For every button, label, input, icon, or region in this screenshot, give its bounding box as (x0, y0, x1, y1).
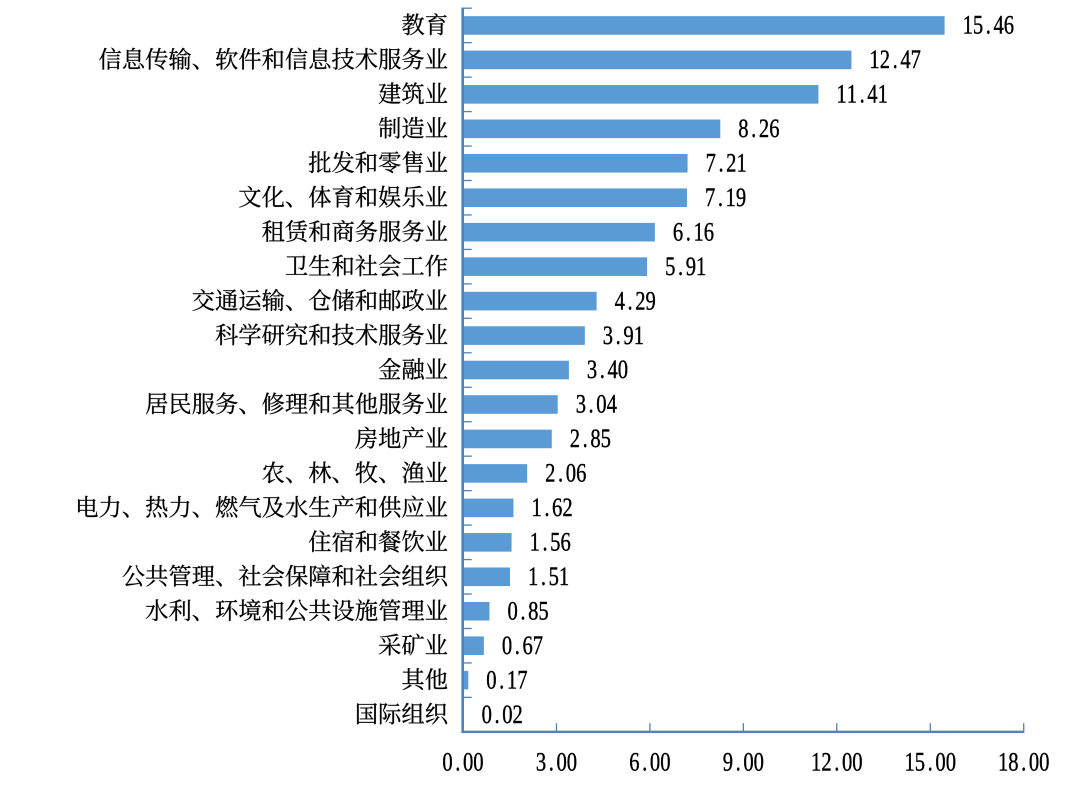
svg-text:4.29: 4.29 (615, 287, 656, 316)
svg-text:15.00: 15.00 (905, 748, 956, 777)
svg-text:11.41: 11.41 (836, 80, 887, 109)
svg-text:1.51: 1.51 (528, 563, 569, 592)
svg-text:1.56: 1.56 (530, 528, 571, 557)
svg-text:0.67: 0.67 (502, 632, 543, 661)
svg-text:12.47: 12.47 (869, 46, 921, 75)
svg-text:1.62: 1.62 (531, 494, 572, 523)
svg-text:7.21: 7.21 (706, 149, 747, 178)
svg-text:5.91: 5.91 (665, 253, 706, 282)
svg-text:3.00: 3.00 (536, 748, 577, 777)
svg-text:6.00: 6.00 (629, 748, 670, 777)
svg-text:18.00: 18.00 (998, 748, 1049, 777)
svg-text:15.46: 15.46 (963, 11, 1015, 40)
svg-text:3.04: 3.04 (576, 390, 617, 419)
svg-text:3.40: 3.40 (587, 356, 628, 385)
svg-text:0.02: 0.02 (482, 701, 523, 730)
svg-text:3.91: 3.91 (603, 321, 644, 350)
svg-text:6.16: 6.16 (673, 218, 714, 247)
svg-text:2.85: 2.85 (570, 425, 611, 454)
svg-text:12.00: 12.00 (811, 748, 862, 777)
svg-text:2.06: 2.06 (545, 459, 586, 488)
svg-text:0.17: 0.17 (486, 666, 527, 695)
svg-text:7.19: 7.19 (705, 184, 746, 213)
svg-text:9.00: 9.00 (723, 748, 764, 777)
svg-text:8.26: 8.26 (738, 115, 779, 144)
svg-text:0.00: 0.00 (442, 748, 483, 777)
svg-text:0.85: 0.85 (507, 597, 548, 626)
